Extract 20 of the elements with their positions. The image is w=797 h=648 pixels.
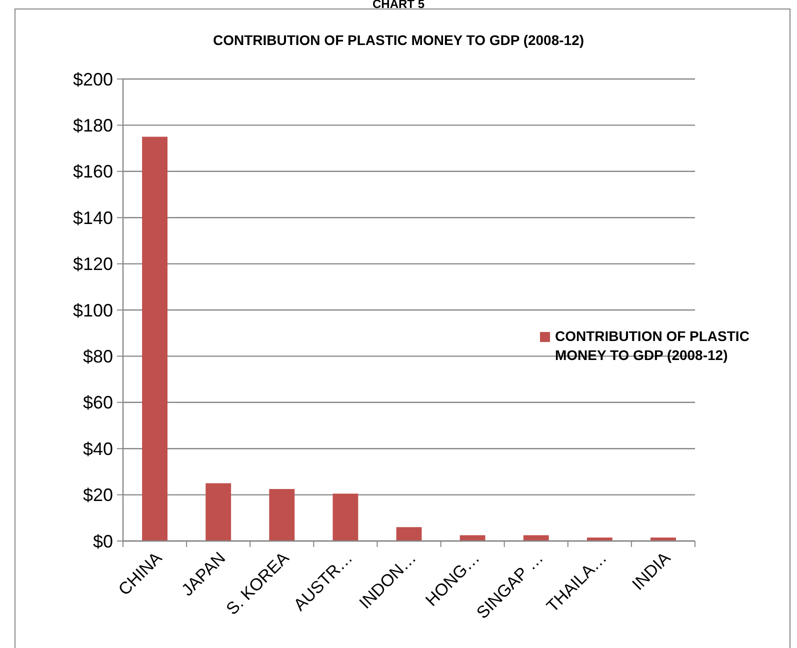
y-tick-label: $120 — [72, 254, 113, 274]
bar — [523, 535, 549, 541]
y-tick-label: $180 — [72, 116, 113, 136]
bar — [269, 489, 295, 541]
bar — [332, 494, 358, 541]
y-tick-label: $80 — [82, 346, 113, 366]
y-tick-label: $100 — [72, 300, 113, 320]
y-tick-label: $200 — [72, 69, 113, 90]
y-tick-label: $60 — [82, 392, 113, 413]
bar — [206, 483, 232, 541]
y-tick-label: $160 — [72, 162, 113, 182]
y-tick-label: $0 — [92, 531, 113, 552]
y-tick-label: $20 — [82, 485, 113, 506]
bar — [142, 136, 168, 541]
legend-label: CONTRIBUTION OF PLASTIC MONEY TO GDP (2008-12) — [555, 328, 750, 363]
y-tick-label: $40 — [82, 438, 113, 459]
chart-title: CONTRIBUTION OF PLASTIC MONEY TO GDP (2008-12) — [212, 32, 584, 48]
bar — [396, 527, 422, 541]
y-tick-label: $140 — [72, 208, 113, 228]
bar — [460, 535, 486, 541]
